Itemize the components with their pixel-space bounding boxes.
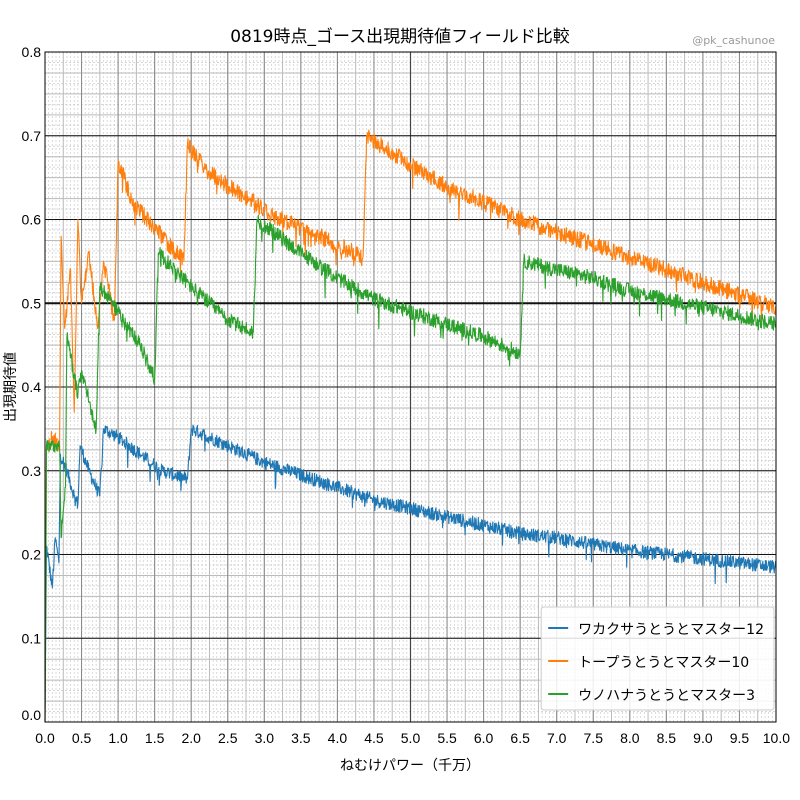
y-tick-label: 0.8 (22, 44, 42, 60)
x-tick-label: 2.0 (181, 730, 201, 746)
y-tick-label: 0.6 (22, 212, 42, 228)
x-tick-label: 7.5 (584, 730, 604, 746)
y-axis-label: 出現期待値 (3, 352, 19, 422)
legend-label: ウノハナうとうとマスター3 (578, 688, 755, 704)
x-tick-label: 9.0 (693, 730, 713, 746)
x-tick-label: 0.5 (72, 730, 92, 746)
x-tick-label: 8.0 (620, 730, 640, 746)
series-line-3 (44, 214, 777, 723)
legend: ワカクサうとうとマスター12 トープうとうとマスター10 ウノハナうとうとマスター3 (540, 606, 775, 711)
legend-label: トープうとうとマスター10 (578, 655, 749, 671)
x-tick-label: 4.0 (328, 730, 348, 746)
plot-frame (44, 51, 777, 723)
legend-label: ワカクサうとうとマスター12 (578, 622, 764, 638)
x-tick-label: 1.5 (145, 730, 165, 746)
x-tick-label: 5.0 (401, 730, 421, 746)
x-tick-label: 9.5 (730, 730, 750, 746)
series-lines (44, 129, 777, 723)
x-tick-labels: 0.0 0.5 1.0 1.5 2.0 2.5 3.0 3.5 4.0 4.5 5.0 5.5 6.0 6… (35, 730, 790, 746)
x-tick-label: 0.0 (35, 730, 55, 746)
y-tick-label: 0.4 (22, 379, 42, 395)
x-tick-label: 6.5 (510, 730, 530, 746)
y-tick-label: 0.2 (22, 547, 42, 563)
grid (44, 51, 777, 723)
chart-title: 0819時点_ゴース出現期待値フィールド比較 (230, 26, 570, 47)
y-tick-label: 0.1 (22, 630, 42, 646)
watermark: @pk_cashunoe (692, 34, 775, 47)
x-tick-label: 10.0 (763, 730, 790, 746)
series-line-1 (44, 424, 777, 723)
x-tick-label: 8.5 (657, 730, 677, 746)
x-tick-label: 3.5 (291, 730, 311, 746)
series-line-2 (44, 129, 777, 723)
x-tick-label: 3.0 (255, 730, 275, 746)
x-tick-label: 5.5 (437, 730, 457, 746)
x-tick-label: 6.0 (474, 730, 494, 746)
y-tick-label: 0.5 (22, 295, 42, 311)
x-tick-label: 2.5 (218, 730, 238, 746)
x-tick-label: 4.5 (364, 730, 384, 746)
y-tick-labels: 0.0 0.1 0.2 0.3 0.4 0.5 0.6 0.7 0.8 (22, 44, 42, 723)
y-tick-label: 0.0 (22, 707, 42, 723)
x-tick-label: 7.0 (547, 730, 567, 746)
y-tick-label: 0.7 (22, 128, 42, 144)
x-tick-label: 1.0 (108, 730, 128, 746)
x-axis-label: ねむけパワー（千万） (340, 758, 480, 774)
legend-box (540, 606, 775, 711)
y-tick-label: 0.3 (22, 463, 42, 479)
